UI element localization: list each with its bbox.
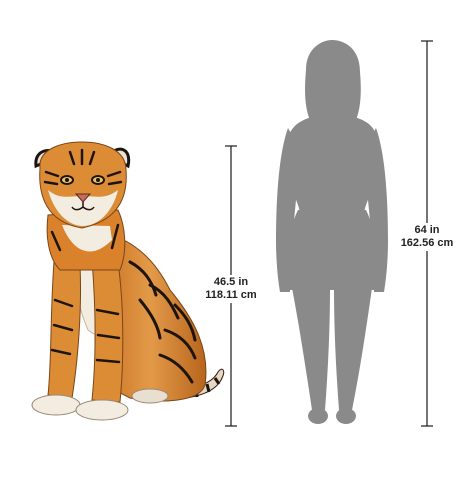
person-height-metric: 162.56 cm <box>400 237 454 249</box>
tiger-nose <box>74 193 92 203</box>
tiger-left-front-leg <box>47 249 82 399</box>
tiger-left-paw <box>31 394 81 416</box>
tiger-height-imperial: 46.5 in <box>213 276 249 288</box>
person-height-imperial: 64 in <box>414 224 440 236</box>
person-silhouette <box>276 40 388 424</box>
tiger-statue-image <box>31 141 225 421</box>
tiger-right-paw <box>75 399 129 421</box>
tiger-height-metric: 118.11 cm <box>205 289 257 301</box>
tiger-right-front-leg <box>91 259 124 403</box>
person-height-label: 64 in 162.56 cm <box>398 223 456 251</box>
tiger-height-label: 46.5 in 118.11 cm <box>196 275 266 303</box>
